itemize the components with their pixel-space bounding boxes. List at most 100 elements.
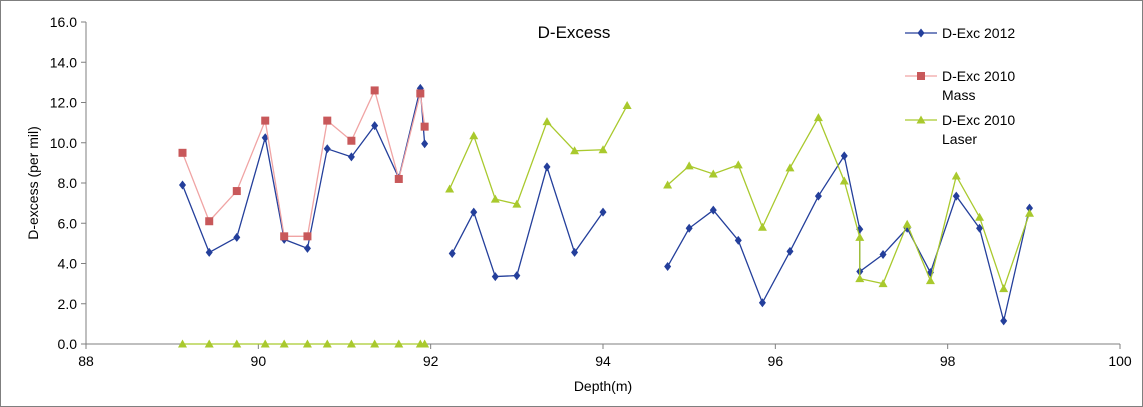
data-point — [542, 117, 552, 126]
data-point — [205, 247, 213, 257]
data-point — [204, 339, 214, 348]
data-point — [470, 207, 478, 217]
data-point — [445, 184, 455, 193]
legend-label: D-Exc 2010 Laser — [942, 112, 1015, 147]
data-point — [599, 207, 607, 217]
y-tick-label: 12.0 — [50, 95, 77, 111]
data-point — [786, 246, 794, 256]
series-group — [179, 83, 1034, 326]
data-point — [490, 194, 500, 203]
data-point — [543, 162, 551, 172]
data-point — [371, 121, 379, 131]
data-point — [179, 180, 187, 190]
chart-title: D-Excess — [538, 23, 611, 42]
data-point — [622, 101, 632, 110]
y-axis-ticks: 0.0 2.0 4.0 6.0 8.0 10.0 12.0 14.0 16.0 — [50, 14, 86, 352]
data-point — [878, 279, 888, 288]
data-point — [1000, 316, 1008, 326]
legend-marker — [917, 28, 925, 38]
data-point — [733, 160, 743, 169]
data-point — [879, 249, 887, 259]
legend-marker — [916, 115, 926, 124]
data-point — [260, 339, 270, 348]
data-point — [512, 199, 522, 208]
data-point — [232, 339, 242, 348]
x-tick-label: 92 — [423, 353, 439, 369]
y-tick-label: 16.0 — [50, 14, 77, 30]
data-point — [205, 217, 214, 226]
data-point — [416, 89, 425, 98]
data-point — [1025, 208, 1035, 217]
data-point — [975, 212, 985, 221]
data-point — [1026, 203, 1034, 213]
data-point — [323, 116, 332, 125]
data-point — [855, 274, 865, 283]
legend-label: D-Exc 2012 — [942, 25, 1015, 41]
data-point — [178, 148, 187, 157]
x-tick-label: 96 — [768, 353, 784, 369]
data-point — [976, 223, 984, 233]
series-line — [449, 105, 628, 205]
data-point — [598, 145, 608, 154]
data-point — [785, 163, 795, 172]
data-point — [232, 187, 241, 196]
y-tick-label: 2.0 — [58, 296, 78, 312]
x-tick-label: 88 — [78, 353, 94, 369]
legend-marker — [917, 72, 925, 80]
data-point — [261, 116, 270, 125]
data-point — [280, 232, 289, 241]
data-point — [394, 339, 404, 348]
series-group — [178, 86, 429, 241]
data-point — [952, 191, 960, 201]
data-point — [347, 136, 356, 145]
y-tick-label: 4.0 — [58, 256, 78, 272]
data-point — [370, 339, 380, 348]
data-point — [571, 247, 579, 257]
data-point — [758, 298, 766, 308]
data-point — [709, 205, 717, 215]
data-point — [261, 133, 269, 143]
data-point — [951, 171, 961, 180]
series-group — [178, 101, 1035, 348]
data-point — [855, 232, 865, 241]
data-point — [322, 339, 332, 348]
y-tick-label: 10.0 — [50, 135, 77, 151]
series-line — [181, 88, 426, 237]
data-point — [684, 161, 694, 170]
x-axis-ticks: 88 90 92 94 96 98 100 — [78, 344, 1132, 369]
data-point — [840, 151, 848, 161]
x-tick-label: 100 — [1108, 353, 1132, 369]
data-point — [902, 219, 912, 228]
y-tick-label: 8.0 — [58, 175, 78, 191]
data-point — [420, 339, 430, 348]
x-tick-label: 90 — [251, 353, 267, 369]
data-point — [513, 271, 521, 281]
data-point — [663, 180, 673, 189]
data-point — [303, 232, 312, 241]
data-point — [814, 191, 822, 201]
x-axis-label: Depth(m) — [574, 378, 632, 394]
y-axis-label: D-excess (per mil) — [25, 126, 41, 240]
data-point — [302, 339, 312, 348]
data-point — [708, 169, 718, 178]
data-point — [664, 262, 672, 272]
legend-label: D-Exc 2010 Mass — [942, 68, 1015, 103]
data-point — [491, 272, 499, 282]
data-point — [469, 131, 479, 140]
data-point — [279, 339, 289, 348]
y-tick-label: 14.0 — [50, 54, 77, 70]
legend: D-Exc 2012 D-Exc 2010 Mass D-Exc 2010 Laser — [905, 25, 1015, 147]
data-point — [570, 146, 580, 155]
x-tick-label: 94 — [595, 353, 611, 369]
data-point — [394, 174, 403, 183]
data-point — [999, 284, 1009, 293]
data-point — [178, 339, 188, 348]
x-tick-label: 98 — [940, 353, 956, 369]
data-point — [757, 222, 767, 231]
data-point — [323, 144, 331, 154]
data-point — [370, 86, 379, 95]
data-point — [925, 276, 935, 285]
data-point — [420, 122, 429, 131]
data-point — [421, 139, 429, 149]
